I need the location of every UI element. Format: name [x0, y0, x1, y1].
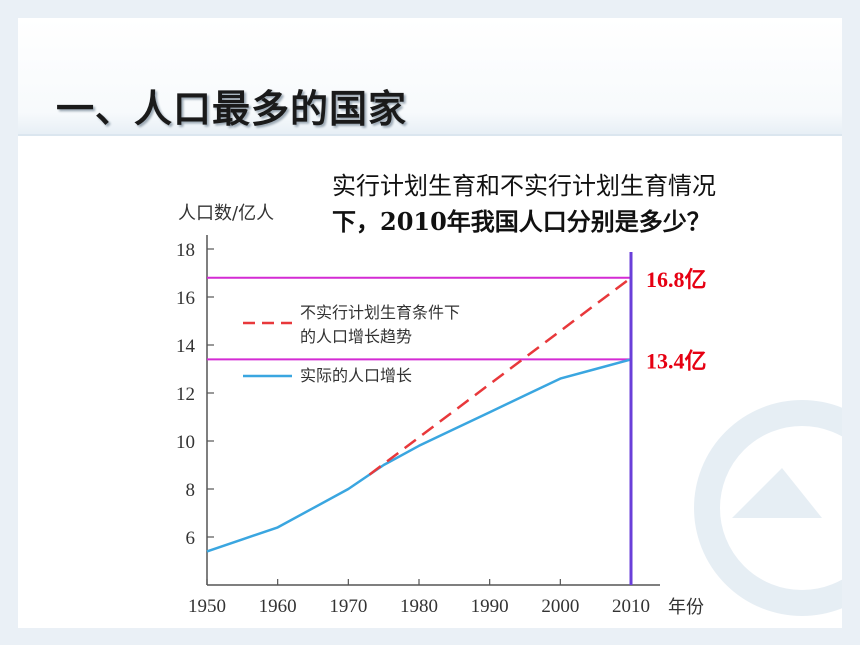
- x-tick-label: 2000: [541, 596, 579, 617]
- y-tick-label: 8: [186, 480, 196, 501]
- x-tick-label: 2010: [612, 596, 650, 617]
- series-line-projected: [368, 276, 632, 476]
- decorative-logo-icon: [694, 400, 842, 616]
- slide: 一、人口最多的国家 实行计划生育和不实行计划生育情况 下，2010年我国人口分别…: [18, 18, 842, 628]
- question-text: 实行计划生育和不实行计划生育情况 下，2010年我国人口分别是多少？: [332, 168, 812, 240]
- slide-title: 一、人口最多的国家: [56, 87, 408, 131]
- y-tick-label: 10: [176, 432, 195, 453]
- x-tick-label: 1950: [188, 596, 226, 617]
- y-tick-label: 14: [176, 336, 196, 357]
- x-tick-label: 1960: [259, 596, 297, 617]
- legend-label: 的人口增长趋势: [300, 327, 412, 346]
- series-line-actual: [206, 358, 632, 553]
- question-line-2: 下，2010年我国人口分别是多少？: [332, 207, 711, 236]
- y-tick-label: 12: [176, 384, 195, 405]
- x-tick-label: 1980: [400, 596, 438, 617]
- y-tick-label: 6: [186, 528, 196, 549]
- title-divider: [18, 134, 842, 136]
- x-tick-label: 1990: [471, 596, 509, 617]
- legend-label: 不实行计划生育条件下: [300, 303, 460, 322]
- y-axis-label: 人口数/亿人: [178, 203, 274, 224]
- marker-value-label: 16.8亿: [646, 267, 707, 292]
- legend-label: 实际的人口增长: [300, 366, 412, 385]
- question-line-1: 实行计划生育和不实行计划生育情况: [332, 172, 716, 200]
- x-tick-label: 1970: [329, 596, 367, 617]
- x-axis-label: 年份: [668, 597, 704, 618]
- y-tick-label: 16: [176, 288, 195, 309]
- marker-value-label: 13.4亿: [646, 348, 707, 373]
- title-band: [18, 18, 842, 136]
- y-tick-label: 18: [176, 240, 195, 261]
